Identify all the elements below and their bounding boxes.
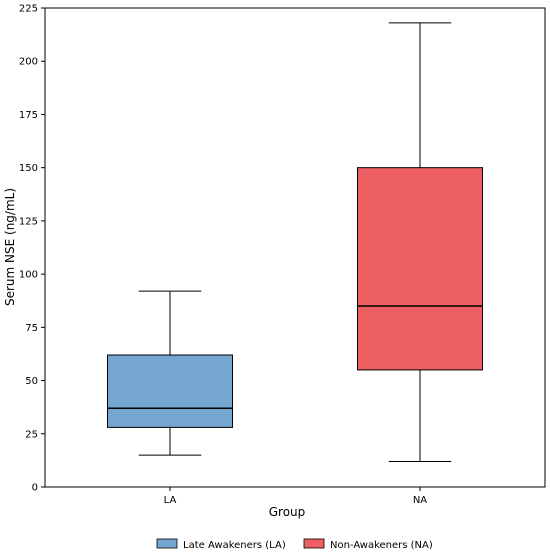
legend-label: Non-Awakeners (NA)	[330, 540, 433, 551]
legend-label: Late Awakeners (LA)	[183, 540, 286, 551]
x-axis-title: Group	[269, 505, 306, 519]
legend-swatch	[156, 538, 178, 549]
x-tick-label: LA	[164, 495, 177, 506]
x-axis: LA NA	[164, 487, 427, 506]
iqr-box	[357, 167, 483, 371]
y-tick-label: 50	[25, 376, 38, 387]
iqr-box	[107, 354, 233, 428]
legend: Late Awakeners (LA) Non-Awakeners (NA)	[156, 538, 433, 551]
y-tick-label: 150	[19, 163, 38, 174]
plot-frame	[44, 7, 546, 488]
y-tick-label: 0	[32, 483, 38, 494]
box-la	[107, 290, 233, 456]
x-tick-label: NA	[413, 495, 427, 506]
plot-area	[107, 22, 483, 462]
y-tick-label: 75	[25, 323, 38, 334]
y-tick-label: 125	[19, 216, 38, 227]
y-tick-label: 25	[25, 429, 38, 440]
y-axis-title: Serum NSE (ng/mL)	[3, 188, 17, 306]
y-axis: 0 25 50 75 100 125 150 175 200 225	[19, 4, 45, 494]
y-tick-label: 200	[19, 57, 38, 68]
box-na	[357, 22, 483, 462]
y-tick-label: 100	[19, 270, 38, 281]
y-tick-label: 225	[19, 4, 38, 15]
legend-swatch	[303, 538, 325, 549]
y-tick-label: 175	[19, 110, 38, 121]
